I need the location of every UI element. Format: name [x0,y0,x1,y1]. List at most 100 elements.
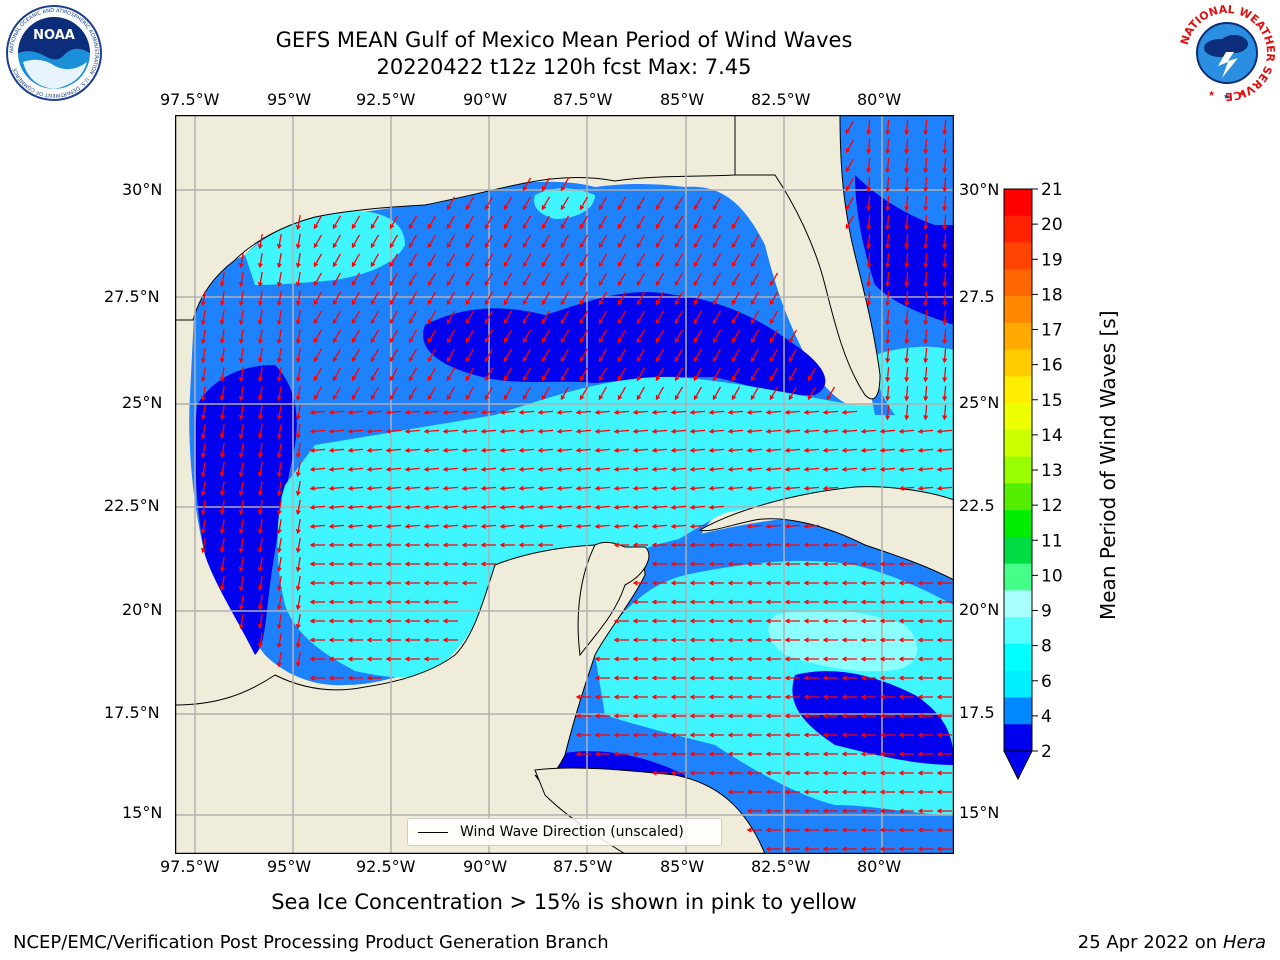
lat-tick-right: 30°N [959,180,1000,199]
wind-wave-arrow [423,637,439,643]
wind-wave-arrow [803,447,820,453]
wind-wave-arrow [499,409,516,415]
wind-wave-arrow [257,309,263,326]
wind-wave-arrow [674,272,684,287]
lat-tick-left: 27.5°N [104,287,160,306]
wind-wave-arrow [598,310,608,325]
wind-wave-arrow [385,618,401,624]
wind-wave-arrow [556,485,573,491]
wind-wave-arrow [784,694,800,700]
wind-wave-arrow [442,580,458,586]
wind-wave-arrow [689,485,706,491]
wind-wave-arrow [522,329,532,344]
wind-wave-arrow [238,252,244,269]
wind-wave-arrow [708,713,724,719]
wind-wave-arrow [200,328,206,345]
wind-wave-arrow [219,328,225,345]
wind-wave-arrow [670,751,686,757]
wind-wave-arrow [200,309,206,326]
wind-wave-arrow [942,290,948,307]
wind-wave-arrow [731,272,741,287]
wind-wave-arrow [879,789,895,795]
wind-wave-arrow [879,618,895,624]
wind-wave-arrow [442,561,458,567]
wind-wave-arrow [408,234,418,249]
wind-wave-arrow [942,157,948,174]
wind-wave-arrow [560,348,570,363]
wind-wave-arrow [276,404,282,421]
wind-wave-arrow [541,177,551,192]
wave-period-map [175,115,954,854]
wind-wave-arrow [617,196,627,211]
wind-wave-arrow [617,215,627,230]
wind-wave-arrow [746,523,763,529]
wind-wave-arrow [879,637,895,643]
wind-wave-arrow [917,827,933,833]
colorbar-cells [1003,188,1033,781]
wind-wave-arrow [238,385,244,402]
wind-wave-arrow [636,253,646,268]
wind-wave-arrow [651,618,667,624]
wind-wave-arrow [499,523,516,529]
wind-wave-arrow [670,580,686,586]
wind-wave-arrow [822,409,839,415]
wind-wave-arrow [670,713,686,719]
wind-wave-arrow [923,404,929,421]
wind-wave-arrow [446,215,456,230]
wind-wave-arrow [632,542,648,548]
wind-wave-arrow [898,637,914,643]
wind-wave-arrow [484,253,494,268]
wind-wave-arrow [219,537,225,554]
wind-wave-arrow [257,537,263,554]
wind-wave-arrow [898,789,914,795]
wind-wave-arrow [423,523,440,529]
wind-wave-arrow [560,253,570,268]
wind-wave-arrow [651,504,668,510]
wind-wave-arrow [841,675,857,681]
wind-wave-arrow [446,386,456,401]
wind-wave-arrow [257,442,263,459]
wind-wave-arrow [385,428,402,434]
wind-wave-arrow [826,386,836,401]
wind-wave-arrow [446,196,456,211]
wind-wave-arrow [427,272,437,287]
wind-wave-arrow [750,253,760,268]
wind-wave-arrow [727,561,743,567]
wind-wave-arrow [560,386,570,401]
wind-wave-arrow [347,618,363,624]
colorbar-cell [1004,724,1032,752]
wind-wave-arrow [613,713,629,719]
wind-wave-arrow [446,291,456,306]
wind-wave-arrow [746,580,762,586]
wind-wave-arrow [693,215,703,230]
wind-wave-arrow [917,656,933,662]
wind-wave-arrow [670,732,686,738]
map-subtitle: 20220422 t12z 120h fcst Max: 7.45 [376,55,752,79]
wind-wave-arrow [942,252,948,269]
wind-wave-arrow [427,310,437,325]
wind-wave-arrow [442,504,459,510]
wind-wave-arrow [936,789,952,795]
wind-wave-arrow [541,291,551,306]
wind-wave-arrow [898,751,914,757]
wind-wave-arrow [423,409,440,415]
wind-wave-arrow [579,291,589,306]
colorbar-tick-label: 17 [1041,321,1063,341]
wind-wave-arrow [295,594,301,611]
wind-wave-arrow [575,713,591,719]
wind-wave-arrow [803,827,819,833]
wind-wave-arrow [885,233,891,250]
wind-wave-arrow [651,656,667,662]
wind-wave-arrow [841,580,857,586]
wind-wave-arrow [484,215,494,230]
wind-wave-arrow [898,675,914,681]
wind-wave-arrow [885,309,891,326]
wind-wave-arrow [328,599,344,605]
wind-wave-arrow [575,751,591,757]
wind-wave-arrow [309,504,326,510]
wind-wave-arrow [942,271,948,288]
wind-wave-arrow [845,196,855,211]
wind-wave-arrow [917,846,933,852]
wind-wave-arrow [923,138,929,155]
wind-wave-arrow [276,385,282,402]
